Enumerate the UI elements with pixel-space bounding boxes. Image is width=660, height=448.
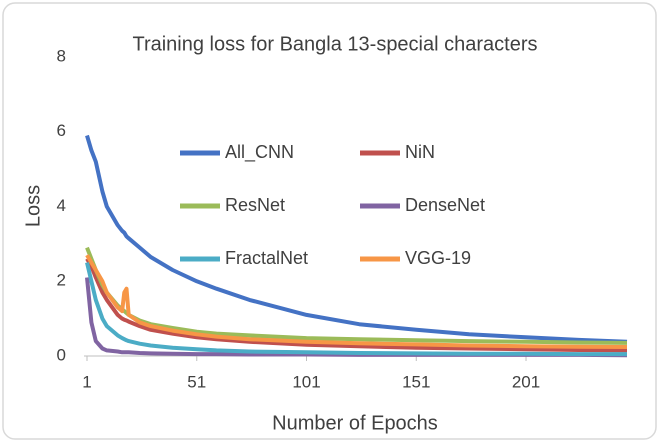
- y-tick-label: 8: [57, 46, 66, 65]
- y-axis-label: Loss: [22, 185, 44, 227]
- x-tick-label: 151: [402, 372, 430, 391]
- x-tick-label: 1: [82, 372, 91, 391]
- chart-frame: [2, 2, 657, 440]
- y-tick-label: 0: [57, 345, 66, 364]
- x-tick-label: 201: [512, 372, 540, 391]
- x-tick-label: 101: [292, 372, 320, 391]
- legend-label: ResNet: [225, 195, 285, 215]
- chart-title: Training loss for Bangla 13-special char…: [132, 33, 537, 55]
- x-tick-label: 51: [187, 372, 206, 391]
- legend-label: VGG-19: [405, 248, 471, 268]
- series-line: [85, 134, 628, 344]
- x-axis-label: Number of Epochs: [272, 412, 438, 434]
- y-tick-label: 4: [57, 196, 66, 215]
- y-tick-label: 2: [57, 271, 66, 290]
- legend-label: NiN: [405, 142, 435, 162]
- legend-label: DenseNet: [405, 195, 485, 215]
- series-line: [85, 262, 627, 357]
- y-tick-label: 6: [57, 121, 66, 140]
- legend-label: All_CNN: [225, 142, 294, 163]
- series-line: [85, 254, 628, 349]
- series-line: [85, 257, 628, 353]
- legend-label: FractalNet: [225, 248, 308, 268]
